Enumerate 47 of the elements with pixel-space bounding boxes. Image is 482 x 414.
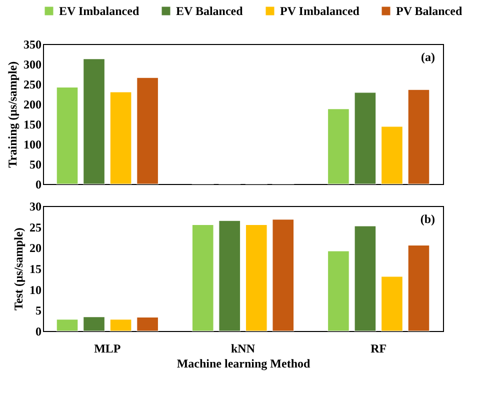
- x-tick-label: RF: [370, 342, 387, 356]
- legend-label: EV Balanced: [176, 4, 244, 18]
- bar: [218, 220, 241, 332]
- y-tick-label: 5: [36, 304, 42, 318]
- bar: [408, 89, 430, 184]
- y-tick-label: 200: [24, 98, 42, 112]
- bar: [83, 58, 106, 184]
- y-tick-label: 300: [24, 58, 42, 72]
- bar: [327, 250, 350, 332]
- legend-label: PV Balanced: [396, 4, 462, 18]
- bar: [354, 92, 376, 184]
- y-tick-label: 15: [30, 262, 42, 276]
- y-tick-label: 20: [30, 241, 42, 256]
- y-tick-label: 10: [30, 282, 42, 297]
- legend-label: EV Imbalanced: [59, 4, 140, 18]
- x-tick-label: kNN: [230, 342, 256, 356]
- legend-label: PV Imbalanced: [280, 4, 360, 18]
- bar: [272, 219, 294, 332]
- bar: [380, 126, 403, 184]
- y-tick-label: 0: [36, 324, 42, 338]
- annotation: (b): [420, 212, 435, 226]
- bar: [380, 276, 403, 332]
- bar: [56, 319, 78, 332]
- annotation: (a): [421, 50, 435, 64]
- bar: [408, 244, 430, 332]
- y-tick-label: 50: [30, 158, 42, 172]
- bar: [136, 77, 159, 184]
- y-axis-title: Test (µs/sample): [12, 228, 26, 310]
- bar: [245, 224, 268, 332]
- y-tick-label: 100: [24, 138, 42, 152]
- bar: [192, 224, 214, 332]
- x-axis-title: Machine learning Method: [176, 356, 310, 370]
- bar: [354, 226, 376, 332]
- bar: [136, 316, 159, 332]
- bar: [327, 108, 350, 184]
- bar: [56, 86, 78, 184]
- y-axis-title: Training (µs/sample): [6, 61, 20, 168]
- x-tick-label: MLP: [94, 342, 121, 356]
- y-tick-label: 0: [36, 178, 42, 192]
- bar: [83, 316, 106, 332]
- bar: [110, 319, 132, 332]
- y-tick-label: 30: [30, 200, 42, 214]
- y-tick-label: 250: [24, 78, 42, 92]
- y-tick-label: 25: [30, 220, 42, 234]
- bar: [110, 92, 132, 184]
- y-tick-label: 150: [24, 118, 42, 132]
- y-tick-label: 350: [24, 38, 42, 52]
